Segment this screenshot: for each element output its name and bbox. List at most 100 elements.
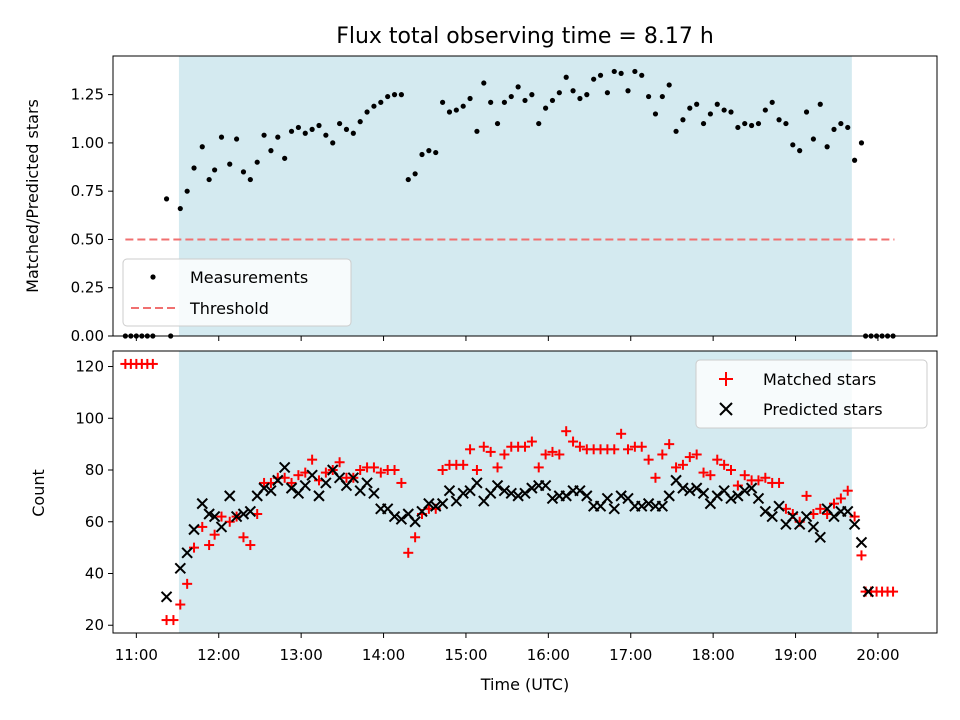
measurement-point (330, 140, 336, 146)
measurement-point (597, 72, 604, 78)
measurement-point (852, 157, 858, 163)
chart-title: Flux total observing time = 8.17 h (336, 24, 714, 49)
predicted-star-point (265, 484, 277, 497)
bottom-ytick-label: 20 (85, 616, 104, 634)
matched-star-point (485, 446, 496, 457)
measurement-point (783, 120, 789, 127)
measurement-point (302, 130, 308, 136)
predicted-star-point (196, 497, 208, 510)
predicted-star-point (361, 477, 373, 489)
predicted-star-point (814, 531, 826, 543)
measurement-point (261, 132, 267, 138)
matched-star-point (636, 441, 647, 452)
matched-star-point (168, 615, 179, 626)
bottom-xtick-label: 17:00 (609, 646, 652, 664)
top-x-ticks (135, 336, 879, 341)
bottom-x-ticks: 11:00 12:00 13:00 14:00 15:00 16:00 17:00 18:00… (115, 633, 900, 664)
matched-star-point (245, 540, 256, 551)
predicted-star-point (188, 523, 200, 536)
matched-star-point (760, 472, 771, 483)
matched-star-point (888, 586, 899, 597)
measurement-point (309, 126, 315, 132)
matched-star-point (478, 441, 489, 452)
measurement-point (742, 120, 748, 127)
matched-star-point (471, 465, 482, 476)
predicted-star-point (423, 497, 435, 510)
predicted-star-point (430, 500, 442, 512)
legend-predicted-label: Predicted stars (763, 400, 883, 419)
measurement-point (515, 84, 521, 90)
measurement-point (163, 196, 170, 202)
bottom-legend: Matched stars Predicted stars (695, 359, 928, 429)
predicted-star-point (436, 497, 449, 510)
predicted-star-point (752, 492, 765, 505)
predicted-star-point (677, 482, 689, 494)
measurement-point (680, 117, 686, 123)
predicted-star-point (306, 469, 318, 481)
measurement-point (749, 122, 755, 129)
measurement-points (122, 68, 896, 339)
measurement-point (488, 99, 494, 105)
top-ytick-label: 0.75 (71, 182, 104, 200)
top-legend: Measurements Threshold (122, 258, 352, 327)
matched-star-point (410, 532, 421, 543)
matched-star-point (657, 449, 668, 460)
matched-star-point (574, 441, 585, 452)
measurement-point (556, 90, 562, 96)
matched-star-point (842, 485, 853, 496)
matched-star-point (835, 493, 846, 504)
measurement-point (735, 124, 741, 131)
predicted-star-point (560, 490, 572, 502)
matched-star-point (726, 465, 736, 476)
predicted-star-point (224, 490, 236, 502)
predicted-star-point (608, 503, 620, 515)
measurement-point (858, 140, 865, 146)
matched-star-point (616, 428, 627, 439)
measurement-point (227, 161, 233, 167)
measurement-point (460, 103, 466, 109)
predicted-star-point (491, 479, 504, 492)
predicted-star-point (766, 510, 778, 523)
bottom-xtick-label: 13:00 (280, 646, 323, 664)
predicted-star-point (759, 505, 772, 518)
measurement-point (378, 99, 384, 105)
matched-star-point (623, 444, 633, 455)
measurement-point (199, 144, 205, 150)
measurement-point (728, 109, 734, 115)
matched-star-point (437, 465, 448, 476)
measurement-point (446, 109, 453, 115)
matched-star-point (209, 529, 220, 540)
measurement-point (755, 120, 762, 127)
matched-star-point (554, 449, 565, 460)
matched-star-point (238, 532, 249, 543)
matched-star-point (684, 452, 695, 463)
matched-star-point (753, 475, 764, 486)
measurement-point (357, 119, 363, 125)
measurement-point (549, 97, 556, 104)
measurement-point (343, 126, 350, 132)
matched-star-point (197, 521, 208, 532)
measurement-point (666, 82, 672, 88)
predicted-star-point (174, 562, 187, 575)
legend-matched-label: Matched stars (763, 370, 876, 389)
predicted-star-point (285, 482, 298, 494)
measurement-point (824, 144, 830, 150)
predicted-star-point (299, 479, 311, 492)
matched-star-point (691, 449, 702, 460)
measurement-point (797, 148, 803, 154)
predicted-star-point (519, 487, 531, 500)
measurement-point (240, 169, 247, 175)
matched-star-point (739, 470, 750, 481)
predicted-star-point (237, 508, 250, 520)
measurement-point (440, 99, 446, 105)
predicted-star-point (690, 482, 703, 494)
matched-star-point (355, 465, 366, 476)
bottom-panel: 20 40 60 80 100 120 11:00 12:00 13:00 14:00 15:00… (29, 350, 938, 694)
measurement-point (218, 134, 225, 140)
matched-star-point (182, 578, 193, 589)
bottom-xtick-label: 15:00 (444, 646, 487, 664)
measurement-point (831, 126, 837, 132)
matched-star-point (732, 480, 743, 491)
predicted-star-point (471, 477, 483, 489)
